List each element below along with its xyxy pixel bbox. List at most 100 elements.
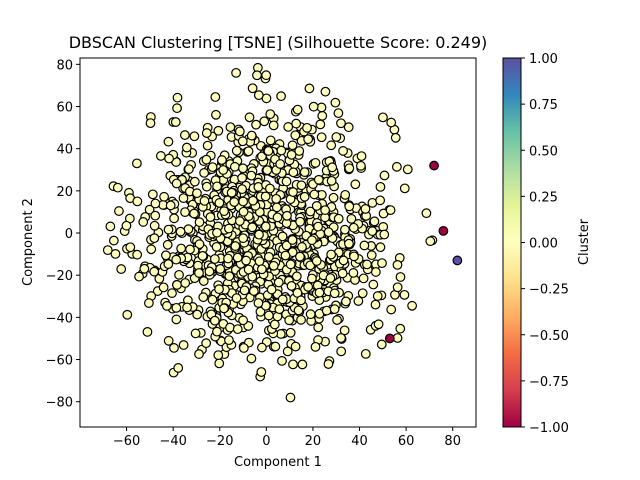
scatter-point-cluster-0 <box>338 146 348 156</box>
scatter-point-cluster-0 <box>264 183 275 194</box>
scatter-point-cluster-0 <box>268 260 279 271</box>
scatter-point-cluster-0 <box>344 201 355 212</box>
scatter-point-cluster-0 <box>376 339 387 350</box>
colorbar-tick-label: 0.00 <box>529 237 558 252</box>
colorbar-tick-label: 1.00 <box>529 52 558 67</box>
scatter-point-cluster-0 <box>271 202 282 213</box>
scatter-point-cluster-0 <box>231 293 242 304</box>
x-tick-label: 80 <box>444 434 461 449</box>
scatter-point-cluster-0 <box>171 254 182 265</box>
scatter-point-cluster-0 <box>395 272 406 282</box>
scatter-point-cluster-0 <box>231 145 242 156</box>
scatter-point-cluster-0 <box>344 163 355 174</box>
scatter-point-cluster-0 <box>176 243 187 254</box>
scatter-point-cluster-0 <box>211 109 221 120</box>
x-axis-ticks: −60 −40 −20 0 20 40 60 80 <box>113 427 461 449</box>
scatter-point-cluster-0 <box>348 268 359 278</box>
scatter-point-cluster-0 <box>281 240 292 251</box>
colorbar: −1.00 −0.75 −0.50 −0.25 0.00 0.25 0.50 0.75 1.00… <box>502 52 592 436</box>
scatter-point-cluster-0 <box>114 206 124 216</box>
scatter-point-cluster-0 <box>226 187 237 198</box>
scatter-point-cluster-0 <box>290 130 301 141</box>
scatter-point-cluster-0 <box>211 241 222 252</box>
scatter-point-cluster-0 <box>337 268 348 279</box>
scatter-point-cluster-0 <box>175 226 186 237</box>
scatter-point-cluster-0 <box>201 181 212 192</box>
scatter-point-cluster-0 <box>210 92 221 102</box>
scatter-point-cluster-noise <box>438 225 449 236</box>
x-tick-label: 60 <box>398 434 415 449</box>
scatter-point-cluster-0 <box>358 273 369 284</box>
scatter-point-cluster-0 <box>212 326 222 337</box>
scatter-point-cluster-0 <box>229 161 240 172</box>
scatter-point-cluster-0 <box>286 149 297 160</box>
scatter-point-cluster-0 <box>314 287 325 298</box>
scatter-point-cluster-0 <box>204 266 215 277</box>
scatter-point-cluster-0 <box>184 164 194 174</box>
x-tick-label: 0 <box>262 434 270 449</box>
scatter-point-cluster-0 <box>299 191 310 202</box>
scatter-point-cluster-0 <box>253 90 264 101</box>
y-tick-label: −20 <box>46 269 73 284</box>
scatter-point-cluster-0 <box>178 340 189 350</box>
scatter-point-cluster-0 <box>336 346 347 357</box>
scatter-point-cluster-0 <box>116 264 127 274</box>
scatter-point-cluster-0 <box>180 207 190 218</box>
scatter-point-cluster-0 <box>379 170 390 181</box>
scatter-point-cluster-0 <box>145 118 156 129</box>
scatter-point-cluster-0 <box>150 210 161 221</box>
scatter-point-cluster-0 <box>327 162 338 173</box>
scatter-point-cluster-0 <box>229 197 240 207</box>
y-tick-label: 80 <box>56 58 73 73</box>
scatter-point-cluster-0 <box>254 256 265 267</box>
scatter-point-cluster-0 <box>377 258 387 269</box>
x-tick-label: 40 <box>351 434 368 449</box>
scatter-point-cluster-0 <box>243 146 254 157</box>
scatter-point-cluster-0 <box>198 292 209 303</box>
scatter-point-cluster-0 <box>333 213 344 224</box>
scatter-point-cluster-0 <box>360 348 371 359</box>
scatter-point-cluster-0 <box>194 239 205 250</box>
scatter-point-cluster-0 <box>199 167 210 178</box>
scatter-point-cluster-0 <box>407 300 418 311</box>
scatter-point-cluster-0 <box>290 341 301 352</box>
scatter-point-cluster-0 <box>205 212 216 223</box>
scatter-point-cluster-0 <box>303 281 314 292</box>
scatter-point-cluster-0 <box>161 250 171 261</box>
scatter-point-cluster-0 <box>252 70 262 81</box>
scatter-point-cluster-0 <box>246 353 257 364</box>
scatter-point-cluster-0 <box>225 122 236 133</box>
scatter-point-cluster-0 <box>256 264 267 275</box>
scatter-point-cluster-0 <box>392 259 403 270</box>
scatter-point-cluster-0 <box>182 302 192 313</box>
scatter-point-cluster-0 <box>142 327 153 337</box>
scatter-point-cluster-0 <box>291 118 302 129</box>
scatter-point-cluster-0 <box>311 256 322 266</box>
scatter-point-cluster-0 <box>329 304 340 315</box>
colorbar-ticks: −1.00 −0.75 −0.50 −0.25 0.00 0.25 0.50 0.75 1.00 <box>521 52 569 436</box>
scatter-point-cluster-0 <box>268 120 279 131</box>
scatter-point-cluster-0 <box>391 161 402 172</box>
scatter-point-cluster-0 <box>263 310 274 321</box>
scatter-point-cluster-0 <box>328 192 339 203</box>
scatter-point-cluster-0 <box>399 289 410 300</box>
scatter-point-cluster-0 <box>339 325 350 336</box>
scatter-point-cluster-0 <box>131 158 142 169</box>
scatter-point-cluster-0 <box>421 208 432 219</box>
scatter-point-cluster-0 <box>288 359 298 370</box>
scatter-point-cluster-0 <box>201 154 212 165</box>
scatter-point-cluster-0 <box>392 282 403 293</box>
scatter-point-cluster-0 <box>181 142 192 153</box>
scatter-point-cluster-0 <box>212 181 222 192</box>
scatter-point-cluster-0 <box>171 178 182 189</box>
scatter-point-cluster-0 <box>296 314 306 325</box>
scatter-point-cluster-0 <box>296 295 306 306</box>
scatter-point-cluster-0 <box>207 294 218 305</box>
scatter-point-cluster-0 <box>218 165 229 175</box>
scatter-point-cluster-0 <box>341 296 351 307</box>
scatter-point-cluster-0 <box>241 255 252 266</box>
scatter-point-cluster-0 <box>170 117 181 127</box>
scatter-point-cluster-0 <box>297 242 307 252</box>
scatter-point-cluster-0 <box>256 367 267 377</box>
x-tick-label: −60 <box>113 434 140 449</box>
